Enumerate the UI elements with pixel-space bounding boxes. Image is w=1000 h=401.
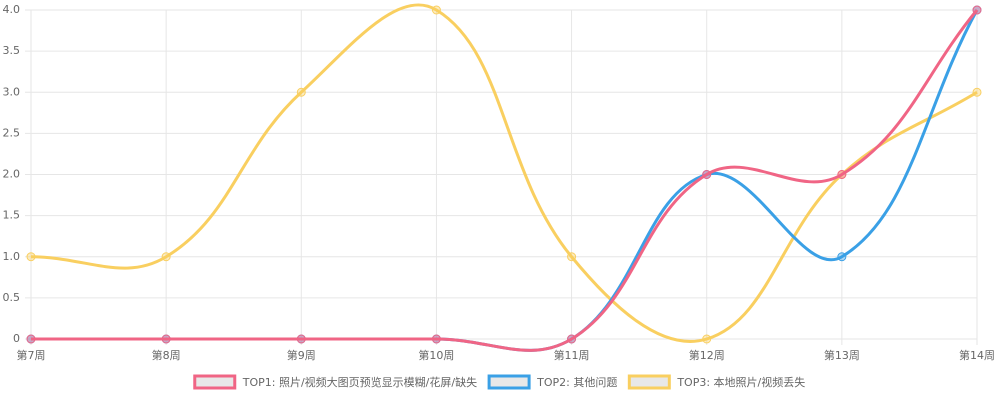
data-point — [702, 170, 712, 179]
y-tick-label: 0.5 — [3, 291, 21, 304]
legend-item: TOP1: 照片/视频大图页预览显示模糊/花屏/缺失 — [193, 374, 477, 390]
y-tick-label: 2.0 — [3, 168, 21, 181]
data-point — [972, 5, 982, 15]
data-point — [431, 5, 441, 15]
data-point — [161, 252, 171, 262]
legend-item: TOP3: 本地照片/视频丢失 — [627, 374, 805, 390]
data-point — [161, 334, 171, 344]
x-tick-label: 第12周 — [689, 348, 725, 362]
data-point — [837, 252, 847, 262]
legend-label: TOP1: 照片/视频大图页预览显示模糊/花屏/缺失 — [242, 375, 477, 389]
data-point — [26, 334, 36, 344]
data-point — [296, 334, 306, 344]
y-tick-label: 1.0 — [3, 250, 21, 263]
legend-swatch — [193, 374, 237, 390]
x-tick-label: 第13周 — [824, 348, 860, 362]
legend: TOP1: 照片/视频大图页预览显示模糊/花屏/缺失 TOP2: 其他问题 TOP3… — [193, 374, 805, 390]
data-point — [972, 87, 982, 97]
x-tick-label: 第10周 — [418, 348, 454, 362]
data-point — [702, 334, 712, 344]
legend-label: TOP2: 其他问题 — [536, 376, 617, 389]
y-tick-label: 0 — [13, 332, 20, 345]
x-tick-label: 第9周 — [287, 348, 316, 362]
series-line — [31, 9, 979, 352]
legend-label: TOP3: 本地照片/视频丢失 — [676, 375, 805, 389]
data-point — [431, 334, 441, 344]
y-tick-label: 1.5 — [3, 209, 21, 222]
data-point — [837, 170, 847, 179]
data-point — [296, 87, 306, 97]
legend-swatch — [627, 374, 671, 390]
y-tick-label: 2.5 — [3, 126, 21, 139]
x-tick-label: 第7周 — [17, 348, 46, 362]
y-tick-label: 4.0 — [3, 3, 21, 16]
data-point — [26, 252, 36, 262]
y-tick-label: 3.0 — [3, 85, 21, 98]
x-tick-label: 第8周 — [152, 348, 181, 362]
y-tick-label: 3.5 — [3, 44, 21, 57]
data-point — [567, 252, 577, 262]
series-line — [30, 3, 978, 343]
legend-item: TOP2: 其他问题 — [487, 374, 617, 390]
x-tick-label: 第11周 — [554, 348, 590, 362]
data-point — [567, 334, 577, 344]
x-tick-label: 第14周 — [959, 348, 995, 362]
legend-swatch — [487, 374, 531, 390]
